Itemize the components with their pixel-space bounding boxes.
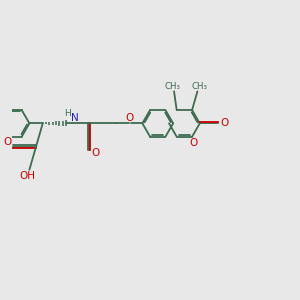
Text: CH₃: CH₃ <box>191 82 207 91</box>
Text: O: O <box>190 138 198 148</box>
Text: O: O <box>126 113 134 123</box>
Text: O: O <box>92 148 100 158</box>
Text: O: O <box>3 137 12 147</box>
Text: OH: OH <box>20 172 36 182</box>
Text: N: N <box>71 113 79 123</box>
Text: CH₃: CH₃ <box>165 82 181 91</box>
Text: O: O <box>220 118 228 128</box>
Text: H: H <box>64 109 71 118</box>
